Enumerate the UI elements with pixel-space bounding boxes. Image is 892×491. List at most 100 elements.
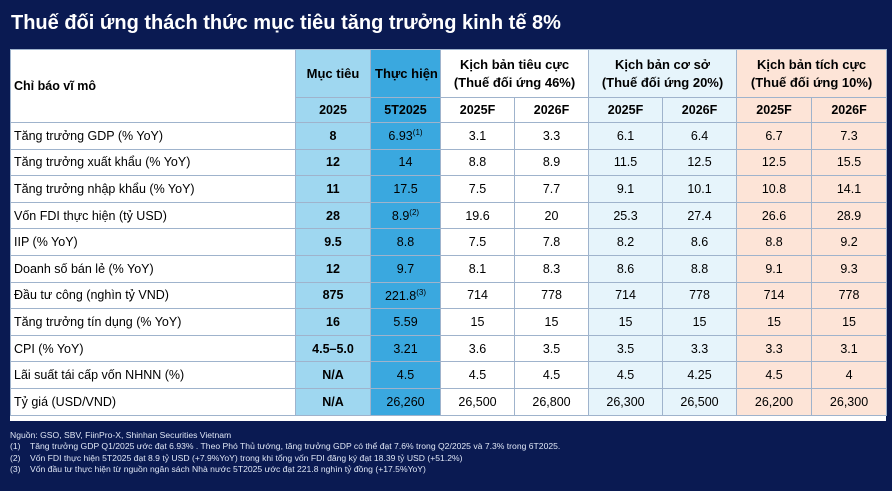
base-2025f-cell: 8.2 (588, 228, 664, 256)
base-2025f-cell: 3.5 (588, 334, 664, 363)
negative-2025f-cell: 26,500 (440, 387, 515, 416)
base-2025f-cell: 15 (588, 308, 664, 336)
base-2025f-cell: 25.3 (588, 201, 664, 230)
base-2026f-cell: 10.1 (662, 175, 738, 203)
base-2025f-cell: 4.5 (588, 361, 664, 389)
header-neg-2026f: 2026F (513, 97, 590, 123)
header-row-2: 2025 5T2025 2025F 2026F 2025F 2026F 2025… (11, 97, 888, 123)
header-target-year: 2025 (295, 97, 371, 123)
header-actual: Thực hiện (370, 49, 441, 98)
negative-2026f-cell: 7.7 (513, 175, 590, 203)
negative-2026f-cell: 7.8 (513, 228, 590, 256)
positive-2026f-cell: 26,300 (811, 387, 888, 416)
actual-cell: 8.8 (370, 228, 441, 256)
table-row: Tăng trưởng tín dụng (% YoY) 16 5.59 15 15 15… (10, 308, 888, 336)
base-2026f-cell: 15 (662, 308, 738, 336)
table-row: Tăng trưởng nhập khẩu (% YoY) 11 17.5 7.5 7.… (10, 175, 888, 203)
header-pos-2025f: 2025F (736, 97, 813, 123)
negative-2025f-cell: 4.5 (440, 361, 515, 389)
negative-2025f-cell: 8.8 (440, 148, 515, 177)
positive-2026f-cell: 15 (811, 308, 888, 336)
positive-2025f-cell: 10.8 (736, 175, 813, 203)
actual-cell: 221.8(3) (370, 281, 441, 310)
target-cell: 12 (295, 254, 371, 283)
table-row: Doanh số bán lẻ (% YoY) 12 9.7 8.1 8.3 8.6 8.8… (10, 254, 888, 283)
footnote-item: (1) Tăng trưởng GDP Q1/2025 ước đạt 6.93%… (10, 441, 561, 452)
negative-2026f-cell: 8.3 (513, 254, 590, 283)
header-positive-scenario: Kịch bản tích cực (Thuế đối ứng 10%) (736, 49, 888, 98)
table-row: Lãi suất tái cấp vốn NHNN (%) N/A 4.5 4.5 4.… (10, 361, 888, 389)
negative-2025f-cell: 19.6 (440, 201, 515, 230)
header-base-2026f: 2026F (662, 97, 738, 123)
target-cell: N/A (295, 387, 371, 416)
footnotes: Nguồn: GSO, SBV, FiinPro-X, Shinhan Secu… (10, 430, 560, 476)
row-label: Tăng trưởng nhập khẩu (% YoY) (10, 175, 296, 203)
positive-2026f-cell: 28.9 (811, 201, 888, 230)
negative-2026f-cell: 778 (513, 281, 590, 310)
negative-2026f-cell: 3.5 (513, 334, 590, 363)
positive-2025f-cell: 8.8 (736, 228, 813, 256)
negative-2026f-cell: 4.5 (513, 361, 590, 389)
table-row: Vốn FDI thực hiện (tỷ USD) 28 8.9(2) 19.6 20… (10, 201, 888, 230)
target-cell: 4.5–5.0 (295, 334, 371, 363)
negative-2026f-cell: 15 (513, 308, 590, 336)
base-2025f-cell: 11.5 (588, 148, 664, 177)
footnote-item: (2) Vốn FDI thực hiện 5T2025 đạt 8.9 tỷ U… (10, 452, 463, 463)
table-row: CPI (% YoY) 4.5–5.0 3.21 3.6 3.5 3.5 3.3 3.3 3.1 (10, 334, 888, 363)
actual-cell: 8.9(2) (370, 201, 441, 230)
footnote-item: (3) Vốn đầu tư thực hiện từ nguồn ngân sá… (10, 464, 426, 475)
table-row: Đầu tư công (nghìn tỷ VND) 875 221.8(3) 714… (10, 281, 888, 310)
positive-2025f-cell: 15 (736, 308, 813, 336)
base-2026f-cell: 12.5 (662, 148, 738, 177)
positive-2026f-cell: 7.3 (811, 122, 888, 150)
footnote-ref: (2) (409, 208, 420, 217)
actual-cell: 14 (370, 148, 441, 177)
base-2026f-cell: 4.25 (662, 361, 738, 389)
positive-2025f-cell: 6.7 (736, 122, 813, 150)
table-row: Tỷ giá (USD/VND) N/A 26,260 26,500 26,800 26,… (10, 387, 888, 416)
negative-2026f-cell: 8.9 (513, 148, 590, 177)
header-row-1: Chỉ báo vĩ mô Mục tiêu Thực hiện Kịch bả… (10, 49, 888, 123)
header-neg-2025f: 2025F (440, 97, 515, 123)
negative-2025f-cell: 3.6 (440, 334, 515, 363)
header-base-2025f: 2025F (588, 97, 664, 123)
row-label: Đầu tư công (nghìn tỷ VND) (10, 281, 296, 310)
header-negative-scenario: Kịch bản tiêu cực (Thuế đối ứng 46%) (439, 49, 590, 98)
positive-2025f-cell: 714 (736, 281, 813, 310)
footnote-list: (1) Tăng trưởng GDP Q1/2025 ước đạt 6.93%… (10, 441, 560, 475)
row-label: Tăng trưởng tín dụng (% YoY) (10, 308, 296, 336)
header-target: Mục tiêu (295, 49, 371, 98)
table-row: Tăng trưởng xuất khẩu (% YoY) 12 14 8.8 8.9 1… (10, 148, 888, 177)
row-label: Tăng trưởng xuất khẩu (% YoY) (10, 148, 296, 177)
header-indicator: Chỉ báo vĩ mô (10, 49, 296, 123)
base-2026f-cell: 27.4 (662, 201, 738, 230)
macro-table: Chỉ báo vĩ mô Mục tiêu Thực hiện Kịch bả… (10, 49, 888, 421)
positive-2026f-cell: 14.1 (811, 175, 888, 203)
actual-cell: 26,260 (370, 387, 441, 416)
negative-2025f-cell: 7.5 (440, 228, 515, 256)
negative-2025f-cell: 7.5 (440, 175, 515, 203)
positive-2025f-cell: 12.5 (736, 148, 813, 177)
actual-cell: 3.21 (370, 334, 441, 363)
footnote-ref: (3) (416, 287, 427, 297)
scenario-table: Chỉ báo vĩ mô Mục tiêu Thực hiện Kịch bả… (10, 49, 888, 416)
positive-2026f-cell: 9.3 (811, 254, 888, 283)
target-cell: 8 (295, 122, 371, 150)
row-label: Vốn FDI thực hiện (tỷ USD) (10, 201, 296, 230)
base-2025f-cell: 6.1 (588, 122, 664, 150)
positive-2026f-cell: 9.2 (811, 228, 888, 256)
positive-2026f-cell: 3.1 (811, 334, 888, 363)
positive-2026f-cell: 15.5 (811, 148, 888, 177)
table-row: IIP (% YoY) 9.5 8.8 7.5 7.8 8.2 8.6 8.8 9.2 (10, 228, 888, 256)
base-2026f-cell: 8.8 (662, 254, 738, 283)
positive-2025f-cell: 26,200 (736, 387, 813, 416)
actual-cell: 17.5 (370, 175, 441, 203)
negative-2026f-cell: 3.3 (513, 122, 590, 150)
target-cell: N/A (295, 361, 371, 389)
target-cell: 12 (295, 148, 371, 177)
header-base-scenario: Kịch bản cơ sở (Thuế đối ứng 20%) (588, 49, 738, 98)
actual-cell: 4.5 (370, 361, 441, 389)
header-actual-period: 5T2025 (370, 97, 441, 123)
base-2026f-cell: 6.4 (662, 122, 738, 150)
row-label: IIP (% YoY) (10, 228, 296, 256)
